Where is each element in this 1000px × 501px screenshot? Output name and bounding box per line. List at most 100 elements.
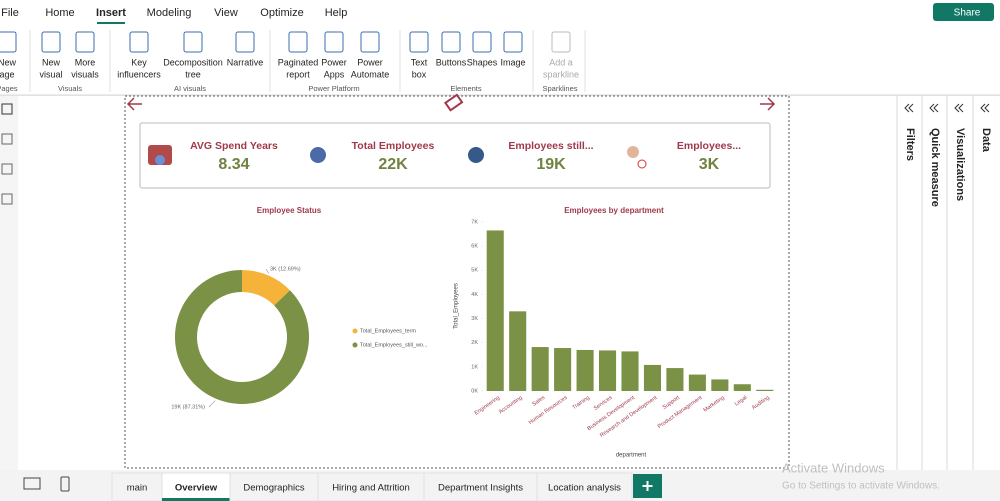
y-tick-label: 3K [471,316,478,322]
menu-item[interactable]: Modeling [147,7,192,19]
ribbon-item-label[interactable]: Add a [549,57,573,67]
ribbon-item-label[interactable]: sparkline [543,69,579,79]
y-tick-label: 7K [471,219,478,225]
ribbon-item-label[interactable]: visual [39,69,62,79]
page-tab[interactable] [423,472,538,501]
ribbon-icon [75,31,95,53]
y-tick-label: 4K [471,292,478,298]
ribbon-icon [441,31,461,53]
ribbon-item-label[interactable]: New [42,57,61,67]
ribbon-icon [41,31,61,53]
back-arrow[interactable] [126,97,142,111]
pane-chevron[interactable] [904,103,914,113]
pane-collapse[interactable]: Visualizations [954,128,966,201]
bar[interactable] [756,389,774,391]
bar[interactable] [621,351,639,391]
kpi-label: Employees... [677,140,741,152]
pane-chevron[interactable] [954,103,964,113]
ribbon-icon [503,31,523,53]
bar[interactable] [531,347,549,391]
bar[interactable] [711,379,729,391]
ribbon-item-label[interactable]: Narrative [227,57,264,67]
bar[interactable] [733,384,751,391]
kpi-value: 3K [699,156,720,173]
ribbon-group-label: Pages [0,84,18,93]
ribbon-item-label[interactable]: visuals [71,69,99,79]
page-tab[interactable] [317,472,425,501]
page-tab-label[interactable]: Location analysis [548,483,621,494]
menu-item[interactable]: File [1,7,19,19]
menu-item[interactable]: Home [45,7,74,19]
view-strip [0,96,18,470]
menu-item[interactable]: View [214,7,238,19]
page-tab-label[interactable]: Hiring and Attrition [332,483,410,494]
share-label[interactable]: Share [954,8,981,19]
pane-chevron[interactable] [929,103,939,113]
legend-label: Total_Employees_term [360,328,416,334]
bar[interactable] [688,374,706,391]
bar[interactable] [643,364,661,391]
ribbon-item-label[interactable]: Decomposition [163,57,223,67]
bar[interactable] [599,350,617,391]
ribbon-item-label[interactable]: Paginated [278,57,319,67]
ribbon-item-label[interactable]: Apps [324,69,345,79]
ribbon-item-label[interactable]: Text [411,57,428,67]
desktop-icon[interactable] [23,477,41,490]
ribbon-icon [360,31,380,53]
page-tab-label[interactable]: Overview [175,483,218,494]
page-tab-label[interactable]: Department Insights [438,483,523,494]
ribbon-item-label[interactable]: New [0,57,16,67]
ribbon-item-label[interactable]: box [412,69,427,79]
ribbon-icon [129,31,149,53]
next-arrow[interactable] [760,97,776,111]
page-tab-label[interactable]: Demographics [243,483,304,494]
bar[interactable] [666,368,684,391]
ribbon-icon [324,31,344,53]
kpi-icon [468,147,484,163]
share-button[interactable] [933,3,994,21]
ribbon-item-label[interactable]: age [0,69,15,79]
menu-item[interactable]: Optimize [260,7,303,19]
menu-item[interactable]: Insert [96,7,126,19]
ribbon-item-label[interactable]: Key [131,57,147,67]
bar[interactable] [554,348,572,391]
model-view-icon [1,163,13,175]
mobile-icon[interactable] [60,476,70,492]
pane-chevron[interactable] [980,103,990,113]
ribbon-item-label[interactable]: influencers [117,69,161,79]
pane-collapse[interactable]: Filters [904,128,916,161]
pane-collapse[interactable]: Data [980,128,992,153]
data-label: 19K (87.31%) [171,404,205,410]
page-tab[interactable] [536,472,633,501]
eraser-icon[interactable] [444,93,464,112]
ribbon-item-label[interactable]: More [75,57,96,67]
ribbon-item-label[interactable]: Power [357,57,383,67]
add-page-plus[interactable] [642,481,653,491]
ribbon-icon [183,31,203,53]
ribbon-item-label[interactable]: Image [500,57,525,67]
ribbon-item-label[interactable]: Buttons [436,57,467,67]
ribbon-item-label[interactable]: Power [321,57,347,67]
dax-view-icon [1,193,13,205]
leader-line [265,268,270,274]
menu-item[interactable]: Help [325,7,348,19]
bar[interactable] [576,349,594,391]
x-axis-title: department [616,453,647,459]
page-tab-label[interactable]: main [127,483,148,494]
legend-marker [352,328,358,334]
ribbon-item-label[interactable]: Automate [351,69,390,79]
ribbon-group-label: Power Platform [308,84,359,93]
pane-collapse[interactable]: Quick measure [929,128,941,207]
ribbon-icon [288,31,308,53]
donut-slice[interactable] [242,270,290,306]
donut-slice[interactable] [174,270,309,404]
bar[interactable] [509,311,527,391]
ribbon-item-label[interactable]: tree [185,69,201,79]
bar[interactable] [486,230,504,391]
ribbon-item-label[interactable]: Shapes [467,57,498,67]
page-tab[interactable] [161,472,231,501]
ribbon-item-label[interactable]: report [286,69,310,79]
table-view-icon [1,133,13,145]
